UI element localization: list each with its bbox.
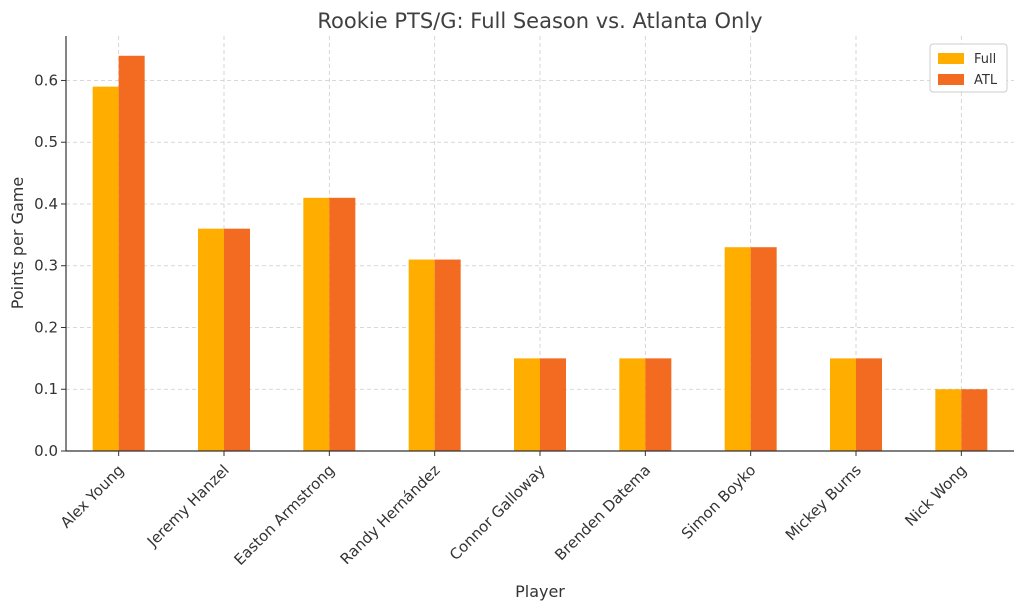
y-tick-label: 0.5 [34, 133, 58, 151]
bar-full [92, 86, 119, 451]
bar-atl [961, 389, 988, 451]
bar-atl [224, 228, 250, 451]
bar-full [830, 358, 856, 451]
x-tick-label: Mickey Burns [782, 461, 865, 544]
x-tick-label: Easton Armstrong [230, 461, 338, 569]
x-tick-label: Brenden Datema [551, 461, 654, 564]
chart-title: Rookie PTS/G: Full Season vs. Atlanta On… [317, 9, 762, 33]
y-tick-label: 0.2 [34, 318, 58, 336]
legend-label: Full [974, 52, 996, 67]
x-tick-label: Connor Galloway [446, 461, 549, 564]
bar-full [514, 358, 540, 451]
bar-atl [750, 247, 777, 451]
legend: Full ATL [929, 43, 1008, 93]
bars [92, 55, 988, 452]
bar-atl [645, 358, 672, 451]
y-tick-label: 0.3 [34, 257, 58, 275]
bar-atl [856, 358, 882, 451]
bar-full [724, 247, 751, 451]
legend-label: ATL [974, 73, 998, 88]
x-tick-label: Simon Boyko [678, 461, 760, 543]
x-tick-label: Alex Young [57, 461, 128, 532]
y-ticks: 0.0 0.1 0.2 0.3 0.4 0.5 0.6 [34, 71, 66, 460]
legend-swatch [938, 53, 964, 64]
legend-swatch [938, 74, 964, 85]
y-tick-label: 0.1 [34, 380, 58, 398]
bar-atl [118, 55, 145, 452]
bar-full [619, 358, 646, 451]
y-axis-label: Points per Game [8, 177, 27, 309]
y-tick-label: 0.0 [34, 442, 58, 460]
x-tick-label: Nick Wong [901, 461, 970, 530]
y-tick-label: 0.6 [34, 71, 58, 89]
bar-atl [540, 358, 566, 451]
x-axis-label: Player [515, 582, 565, 601]
bar-atl [329, 197, 356, 451]
bar-full [198, 228, 224, 451]
bar-full [408, 259, 435, 451]
y-tick-label: 0.4 [34, 195, 58, 213]
x-tick-label: Jeremy Hanzel [143, 461, 233, 551]
bar-full [303, 197, 330, 451]
x-tick-label: Randy Hernández [337, 461, 444, 568]
bar-atl [434, 259, 461, 451]
bar-full [935, 389, 962, 451]
